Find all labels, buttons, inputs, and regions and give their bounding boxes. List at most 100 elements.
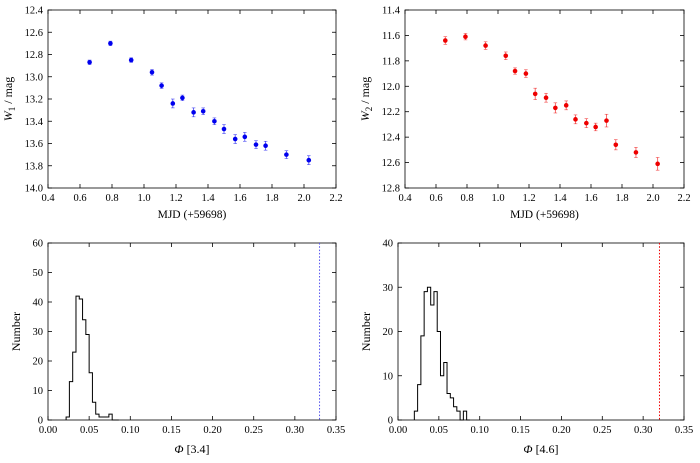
data-point [563, 103, 569, 108]
plot-frame [404, 9, 685, 189]
plot-frame [47, 9, 337, 189]
data-point [604, 118, 609, 123]
y-label-subscript: 2 [364, 107, 374, 112]
x-tick-label: 0.35 [675, 425, 693, 436]
data-point [180, 95, 185, 101]
y-tick-label: 40 [33, 298, 44, 309]
x-tick-label: 1.8 [615, 193, 628, 204]
histogram-outline [65, 295, 119, 421]
x-tick-label: 0.30 [286, 425, 304, 436]
y-label-symbol: W [358, 110, 372, 121]
y-tick-label: 14.0 [25, 184, 43, 195]
x-tick-label: 1.6 [584, 193, 597, 204]
histogram-outline [413, 286, 470, 421]
y-tick-label: 20 [383, 327, 394, 338]
x-label-band: [3.4] [184, 442, 210, 456]
data-point [483, 43, 488, 48]
x-tick-label: 0.20 [552, 425, 570, 436]
y-tick-label: 12.4 [25, 6, 44, 17]
x-tick-label: 0.05 [430, 425, 448, 436]
y-tick-label: 10 [383, 371, 394, 382]
y-tick-label: 60 [33, 239, 44, 250]
x-tick-label: 1.2 [169, 193, 182, 204]
chart-panel-1: 0.4 0.6 0.8 1.0 1.2 1.4 1.6 1.8 2.0 2.2 12.4 12.6 12… [1, 6, 343, 222]
y-tick-label: 12.6 [382, 158, 400, 169]
chart-panel-2: 0.4 0.6 0.8 1.0 1.2 1.4 1.6 1.8 2.0 2.2 11.4 11.6 11… [358, 6, 691, 222]
data-point [655, 161, 660, 167]
data-point [512, 68, 518, 74]
y-tick-label: 10 [33, 386, 44, 397]
x-tick-label: 0.4 [398, 193, 412, 204]
x-tick-label: 0.6 [429, 193, 442, 204]
data-point [532, 91, 538, 97]
y-axis-label: W1 / mag [1, 77, 17, 122]
x-tick-label: 0.10 [471, 425, 489, 436]
data-point [212, 118, 217, 124]
x-tick-label: 1.4 [553, 193, 567, 204]
x-axis-label: Φ [3.4] [174, 442, 209, 456]
data-point [128, 57, 134, 63]
data-point [87, 59, 92, 65]
x-tick-label: 0.15 [511, 425, 529, 436]
x-tick-label: 0.8 [105, 193, 118, 204]
y-tick-label: 13.4 [25, 117, 44, 128]
data-point [584, 120, 589, 126]
x-tick-label: 1.4 [201, 193, 215, 204]
y-tick-label: 11.4 [382, 6, 401, 17]
data-point [573, 117, 578, 122]
data-point [159, 83, 164, 88]
x-tick-label: 0.35 [327, 425, 345, 436]
y-tick-label: 12.0 [382, 82, 400, 93]
x-tick-label: 0.20 [203, 425, 221, 436]
x-tick-label: 0.15 [162, 425, 180, 436]
data-point [613, 142, 619, 148]
x-tick-label: 0.00 [389, 425, 407, 436]
data-point [543, 95, 549, 101]
y-label-unit: / mag [1, 77, 15, 107]
y-tick-label: 30 [33, 327, 44, 338]
y-tick-label: 12.8 [25, 50, 43, 61]
data-point [284, 152, 289, 157]
y-tick-label: 12.4 [382, 133, 401, 144]
y-tick-label: 50 [33, 268, 44, 279]
y-axis-label: Number [359, 312, 373, 351]
x-tick-label: 0.6 [73, 193, 86, 204]
data-point [523, 71, 529, 76]
y-tick-label: 13.6 [25, 139, 43, 150]
chart-panel-4: 0.00 0.05 0.10 0.15 0.20 0.25 0.30 0.35 0 10 20 30 4… [359, 239, 693, 457]
y-tick-label: 0 [388, 416, 393, 427]
x-tick-label: 1.0 [491, 193, 504, 204]
x-label-symbol: Φ [523, 442, 532, 456]
data-point [263, 143, 268, 149]
data-point [232, 136, 238, 142]
x-tick-label: 2.2 [329, 193, 342, 204]
data-point [149, 70, 155, 75]
x-tick-label: 0.30 [634, 425, 652, 436]
data-point [463, 34, 468, 39]
data-point [593, 124, 598, 130]
y-tick-label: 11.8 [382, 56, 400, 67]
data-point [191, 110, 196, 115]
y-tick-label: 0 [38, 416, 43, 427]
y-label-subscript: 1 [7, 107, 17, 112]
x-tick-label: 1.6 [233, 193, 246, 204]
y-tick-label: 13.8 [25, 161, 43, 172]
y-axis-label: W2 / mag [358, 77, 374, 122]
data-point [443, 38, 448, 43]
y-tick-label: 11.6 [382, 31, 400, 42]
data-point [306, 157, 312, 163]
plot-frame [47, 242, 337, 421]
y-label-unit: / mag [358, 77, 372, 107]
data-point [503, 53, 509, 59]
x-label-symbol: Φ [174, 442, 183, 456]
data-point [553, 105, 558, 111]
x-axis-label: MJD (+59698) [510, 209, 579, 221]
x-tick-label: 0.25 [245, 425, 263, 436]
x-tick-label: 1.8 [265, 193, 278, 204]
y-label-symbol: W [1, 110, 15, 121]
chart-panel-3: 0.00 0.05 0.10 0.15 0.20 0.25 0.30 0.35 0 10 20 30 4… [9, 239, 345, 457]
data-point [221, 126, 227, 132]
x-tick-label: 0.8 [460, 193, 473, 204]
y-tick-label: 20 [33, 357, 44, 368]
